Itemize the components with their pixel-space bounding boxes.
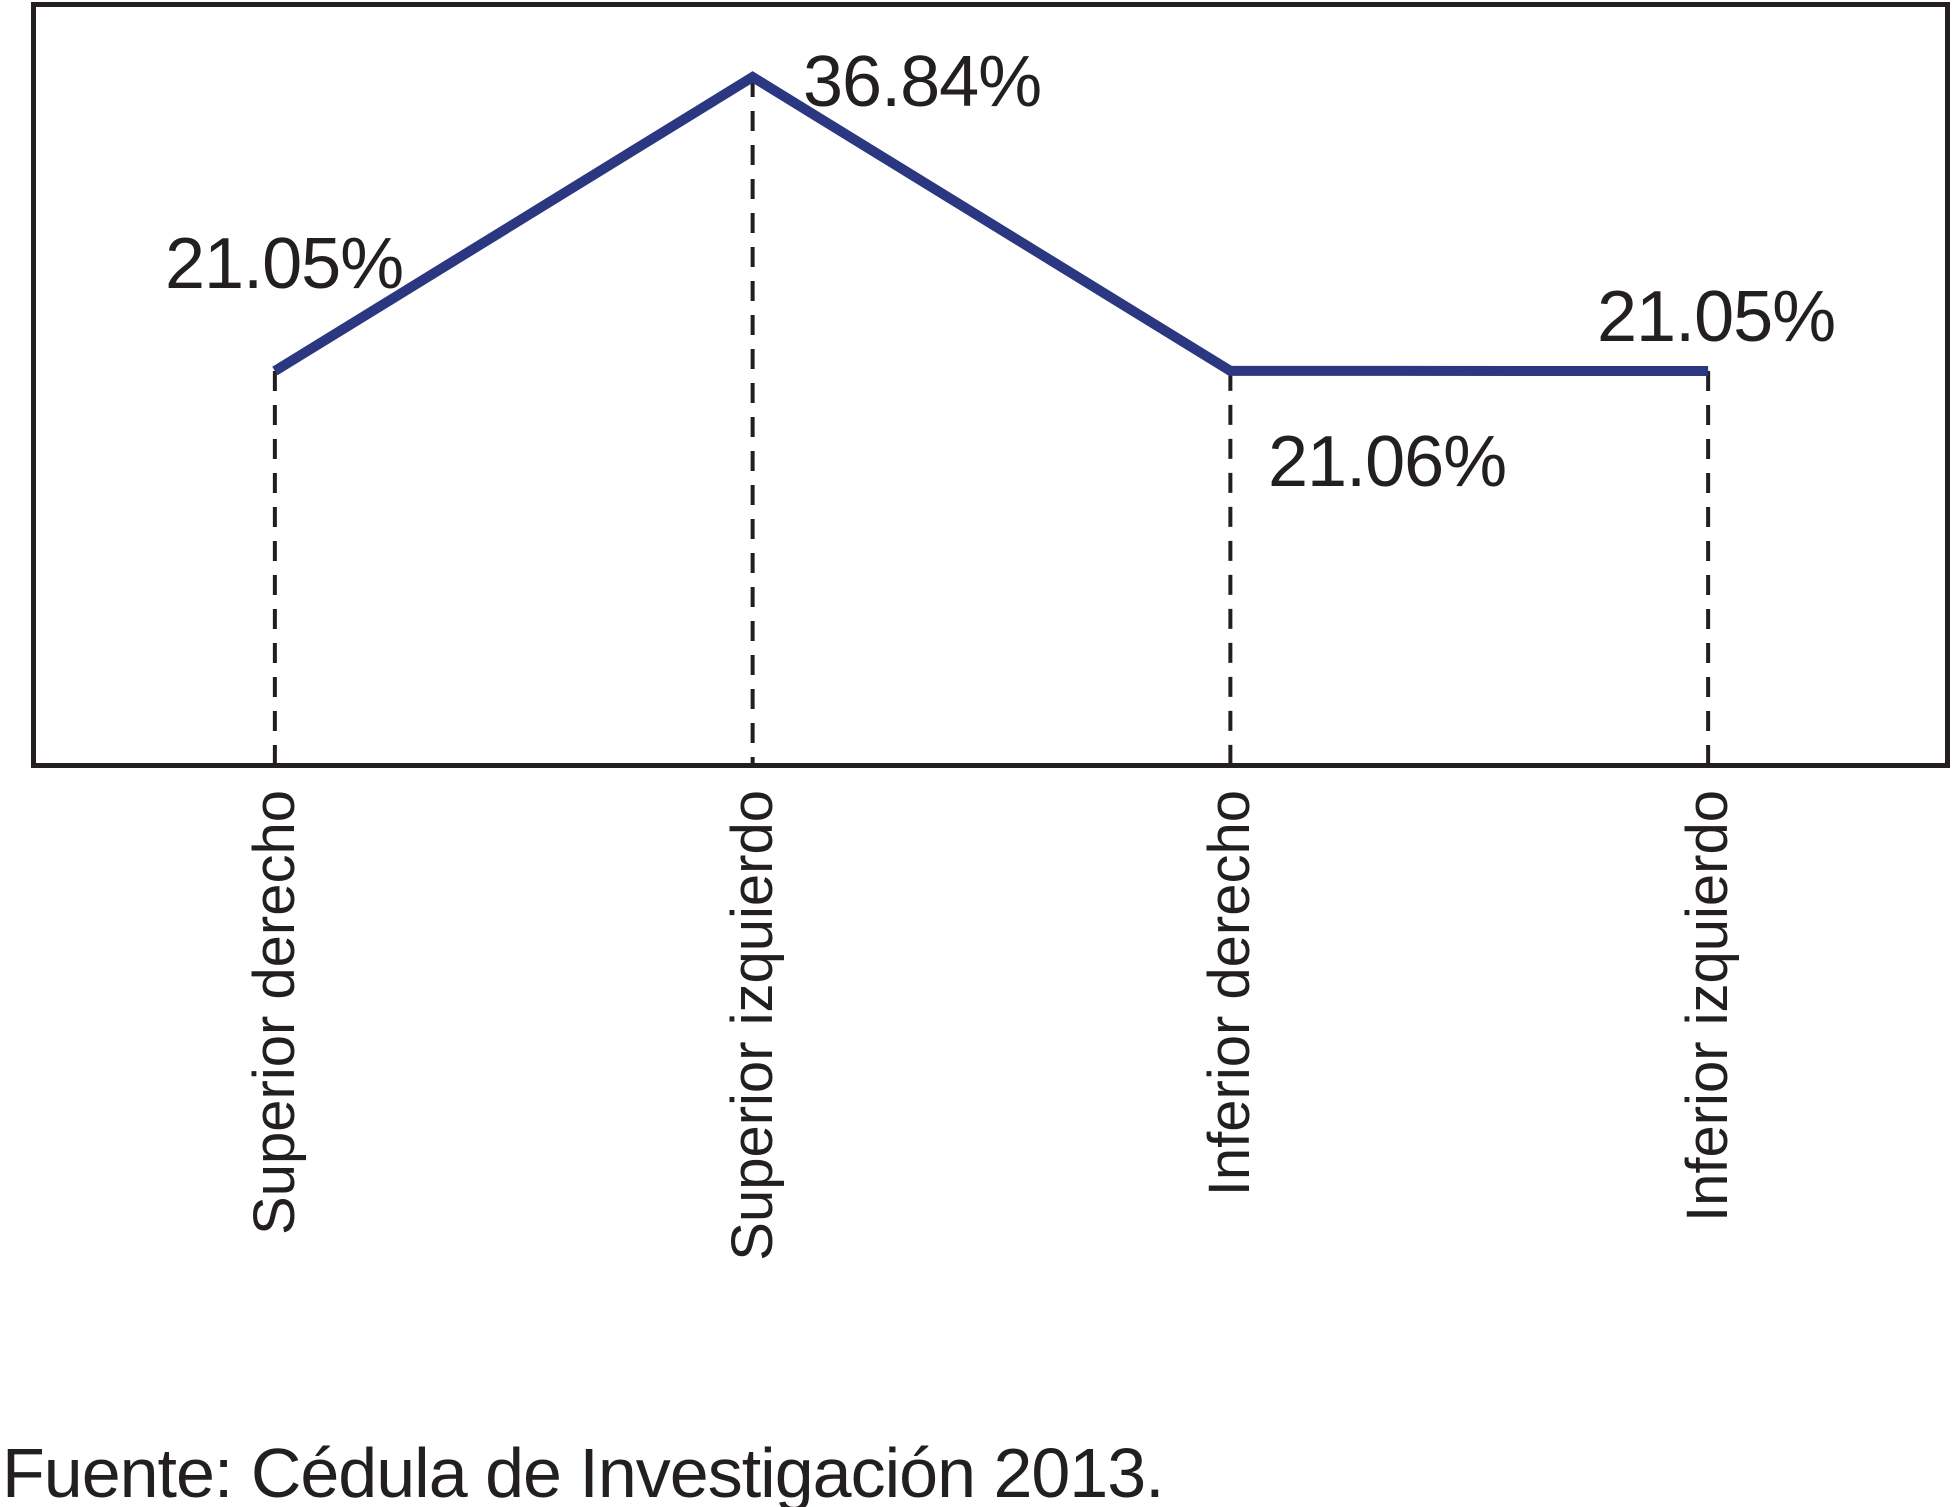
data-point-label: 21.05%	[165, 224, 404, 304]
plot-area	[31, 2, 1950, 768]
x-tick-label-text: Inferior izquierdo	[1675, 790, 1741, 1222]
source-note: Fuente: Cédula de Investigación 2013.	[2, 1434, 1165, 1507]
x-tick-label-text: Superior izquierdo	[719, 790, 785, 1261]
data-line	[272, 71, 1709, 377]
x-tick-label-text: Superior derecho	[241, 790, 307, 1235]
data-point-label: 21.05%	[1597, 277, 1836, 357]
line-plot-svg	[272, 71, 1711, 763]
data-point-label: 21.06%	[1268, 422, 1507, 502]
data-point-label: 36.84%	[803, 42, 1042, 122]
x-tick-label-text: Inferior derecho	[1197, 790, 1263, 1197]
